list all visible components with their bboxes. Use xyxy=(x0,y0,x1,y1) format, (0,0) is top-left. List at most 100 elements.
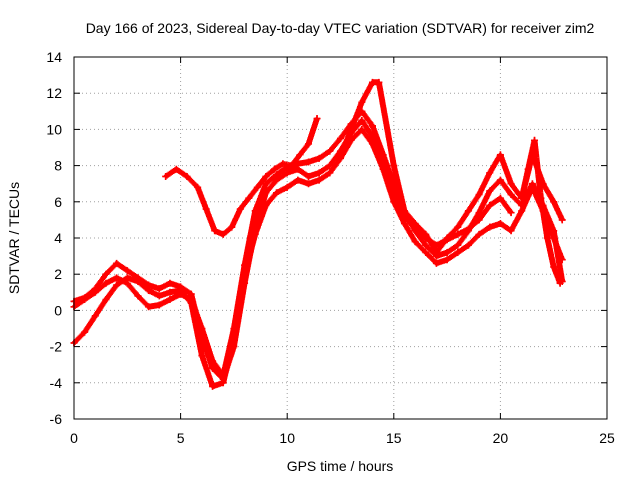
data-point xyxy=(486,187,494,195)
data-point xyxy=(400,220,408,228)
data-point xyxy=(496,151,504,159)
x-tick-label: 5 xyxy=(177,430,185,446)
data-point xyxy=(198,352,206,360)
series-track-b xyxy=(70,125,566,390)
data-point xyxy=(443,256,451,264)
grid-lines xyxy=(74,57,607,419)
data-point xyxy=(454,223,462,231)
data-point xyxy=(531,136,539,144)
data-point xyxy=(305,180,313,188)
data-point xyxy=(390,162,398,170)
series-track-f xyxy=(518,136,564,287)
y-tick-label: 6 xyxy=(54,194,62,210)
data-point xyxy=(411,227,419,235)
data-point xyxy=(507,180,515,188)
y-tick-label: 10 xyxy=(46,121,62,137)
data-point xyxy=(524,165,532,173)
data-point xyxy=(558,216,566,224)
data-point xyxy=(537,194,545,202)
data-point xyxy=(326,169,334,177)
data-point xyxy=(518,194,526,202)
data-point xyxy=(315,169,323,177)
data-point xyxy=(166,279,174,287)
data-point xyxy=(134,277,142,285)
data-point xyxy=(550,227,558,235)
data-point xyxy=(432,248,440,256)
chart-title: Day 166 of 2023, Sidereal Day-to-day VTE… xyxy=(86,20,595,36)
x-tick-label: 0 xyxy=(70,430,78,446)
data-point xyxy=(358,116,366,124)
data-point xyxy=(507,191,515,199)
x-tick-labels: 0 5 10 15 20 25 xyxy=(70,430,615,446)
data-point xyxy=(219,379,227,387)
y-tick-label: -4 xyxy=(50,375,63,391)
data-point xyxy=(262,201,270,209)
data-point xyxy=(102,270,110,278)
data-point xyxy=(464,207,472,215)
series-track-d xyxy=(162,115,321,238)
data-point xyxy=(202,205,210,213)
data-point xyxy=(496,194,504,202)
data-point xyxy=(411,220,419,228)
y-tick-label: 8 xyxy=(54,158,62,174)
data-point xyxy=(230,325,238,332)
data-point xyxy=(253,183,261,191)
data-point xyxy=(102,296,110,304)
data-point xyxy=(305,158,313,166)
data-point xyxy=(209,382,217,390)
data-point xyxy=(113,281,121,289)
data-point xyxy=(123,267,131,275)
y-tick-label: -6 xyxy=(50,411,63,427)
data-point xyxy=(337,153,344,161)
data-point xyxy=(123,279,131,287)
data-point xyxy=(496,220,504,228)
data-point xyxy=(550,263,558,271)
data-point xyxy=(368,122,376,130)
data-point xyxy=(166,288,174,296)
data-point xyxy=(245,194,253,202)
data-point xyxy=(113,274,121,282)
data-point xyxy=(219,372,227,380)
data-point xyxy=(486,169,494,177)
data-point xyxy=(134,292,142,300)
data-point xyxy=(379,151,387,159)
y-tick-label: 12 xyxy=(46,85,62,101)
data-point xyxy=(270,165,278,173)
data-point xyxy=(390,198,398,206)
data-point xyxy=(422,230,430,238)
data-point xyxy=(177,290,185,298)
axis-ticks xyxy=(73,56,608,420)
data-point xyxy=(475,191,483,199)
data-point xyxy=(368,78,376,86)
data-point xyxy=(251,207,259,215)
x-tick-label: 10 xyxy=(279,430,295,446)
data-point xyxy=(368,140,376,148)
data-point xyxy=(273,171,281,179)
x-tick-label: 25 xyxy=(599,430,615,446)
data-point xyxy=(550,198,558,206)
data-point xyxy=(454,248,462,256)
data-point xyxy=(313,115,321,123)
data-point xyxy=(496,176,504,184)
data-point xyxy=(262,180,270,188)
data-point xyxy=(294,176,302,184)
data-point xyxy=(166,296,174,304)
x-tick-label: 20 xyxy=(493,430,509,446)
data-point xyxy=(283,183,291,191)
data-point xyxy=(236,205,244,213)
data-point xyxy=(443,248,451,256)
x-tick-label: 15 xyxy=(386,430,402,446)
data-point xyxy=(315,154,323,162)
data-point xyxy=(464,227,472,235)
data-point xyxy=(507,227,515,235)
data-point xyxy=(326,147,334,155)
y-tick-label: 0 xyxy=(54,302,62,318)
data-point xyxy=(475,230,483,238)
data-point xyxy=(262,172,270,180)
data-point xyxy=(155,301,163,309)
data-point xyxy=(113,259,121,267)
data-point xyxy=(241,261,249,269)
data-point xyxy=(486,223,494,231)
